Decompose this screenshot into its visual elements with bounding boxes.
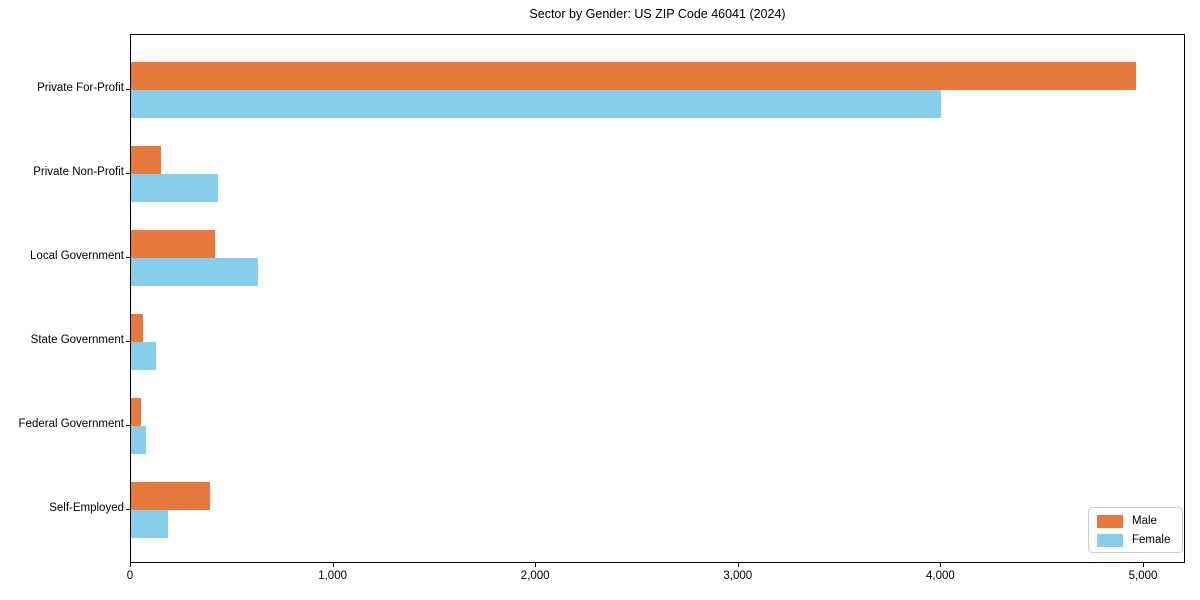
x-tick <box>940 563 942 567</box>
category-label: Private For-Profit <box>37 82 124 94</box>
bar-male-3 <box>131 230 215 258</box>
legend-label: Female <box>1132 534 1171 546</box>
x-tick-label: 5,000 <box>1128 570 1158 582</box>
bar-female-3 <box>131 258 258 286</box>
bar-female-1 <box>131 90 941 118</box>
bar-female-4 <box>131 342 156 370</box>
legend-item-male: Male <box>1097 514 1174 528</box>
x-tick-label: 2,000 <box>520 570 550 582</box>
bar-female-2 <box>131 174 218 202</box>
x-tick-label: 4,000 <box>926 570 955 582</box>
y-tick <box>126 509 130 510</box>
x-tick <box>130 563 131 567</box>
x-tick-label: 3,000 <box>723 570 753 582</box>
y-tick <box>126 89 130 90</box>
legend: Male Female <box>1088 507 1183 553</box>
bar-female-6 <box>131 510 168 538</box>
y-tick <box>126 173 130 174</box>
legend-label: Male <box>1132 515 1157 527</box>
category-label: Self-Employed <box>49 502 124 514</box>
x-tick-label: 1,000 <box>318 570 347 582</box>
x-tick-label: 0 <box>126 570 134 582</box>
legend-item-female: Female <box>1097 533 1174 547</box>
x-tick <box>1143 563 1144 567</box>
category-label: State Government <box>30 334 124 346</box>
bar-male-2 <box>131 146 161 174</box>
category-label: Federal Government <box>18 418 124 430</box>
plot-area <box>130 34 1185 563</box>
x-tick <box>535 563 537 567</box>
legend-swatch-female <box>1097 533 1123 547</box>
bar-female-5 <box>131 426 146 454</box>
bar-male-1 <box>131 62 1136 90</box>
bar-male-6 <box>131 482 210 510</box>
legend-swatch-male <box>1097 514 1123 528</box>
x-tick <box>332 563 334 567</box>
y-tick <box>126 341 130 342</box>
category-label: Private Non-Profit <box>33 166 124 178</box>
bar-male-5 <box>131 398 141 426</box>
y-tick <box>126 425 130 426</box>
bar-male-4 <box>131 314 143 342</box>
y-tick <box>126 257 130 258</box>
category-label: Local Government <box>30 250 124 262</box>
chart-title: Sector by Gender: US ZIP Code 46041 (202… <box>529 7 786 21</box>
x-tick <box>737 563 739 567</box>
